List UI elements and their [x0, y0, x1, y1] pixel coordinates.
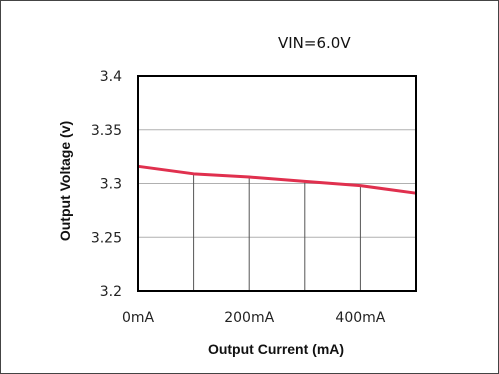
series-line [137, 164, 417, 195]
y-axis-title: Output Voltage (v) [57, 121, 73, 241]
x-tick-label: 0mA [122, 310, 155, 326]
y-tick-label: 3.3 [100, 177, 122, 193]
labels-layer: VIN=6.0V Output Current (mA) Output Volt… [57, 34, 386, 357]
axes-layer [137, 75, 417, 292]
y-tick-label: 3.4 [100, 69, 122, 85]
plot-border [137, 75, 417, 292]
x-tick-label: 200mA [224, 310, 274, 326]
x-tick-label: 400mA [335, 310, 385, 326]
vin-annotation: VIN=6.0V [278, 34, 351, 52]
y-tick-label: 3.2 [100, 284, 122, 300]
x-axis-title: Output Current (mA) [208, 341, 344, 357]
series-layer [137, 164, 417, 195]
y-tick-label: 3.25 [91, 230, 122, 246]
y-tick-label: 3.35 [91, 123, 122, 139]
